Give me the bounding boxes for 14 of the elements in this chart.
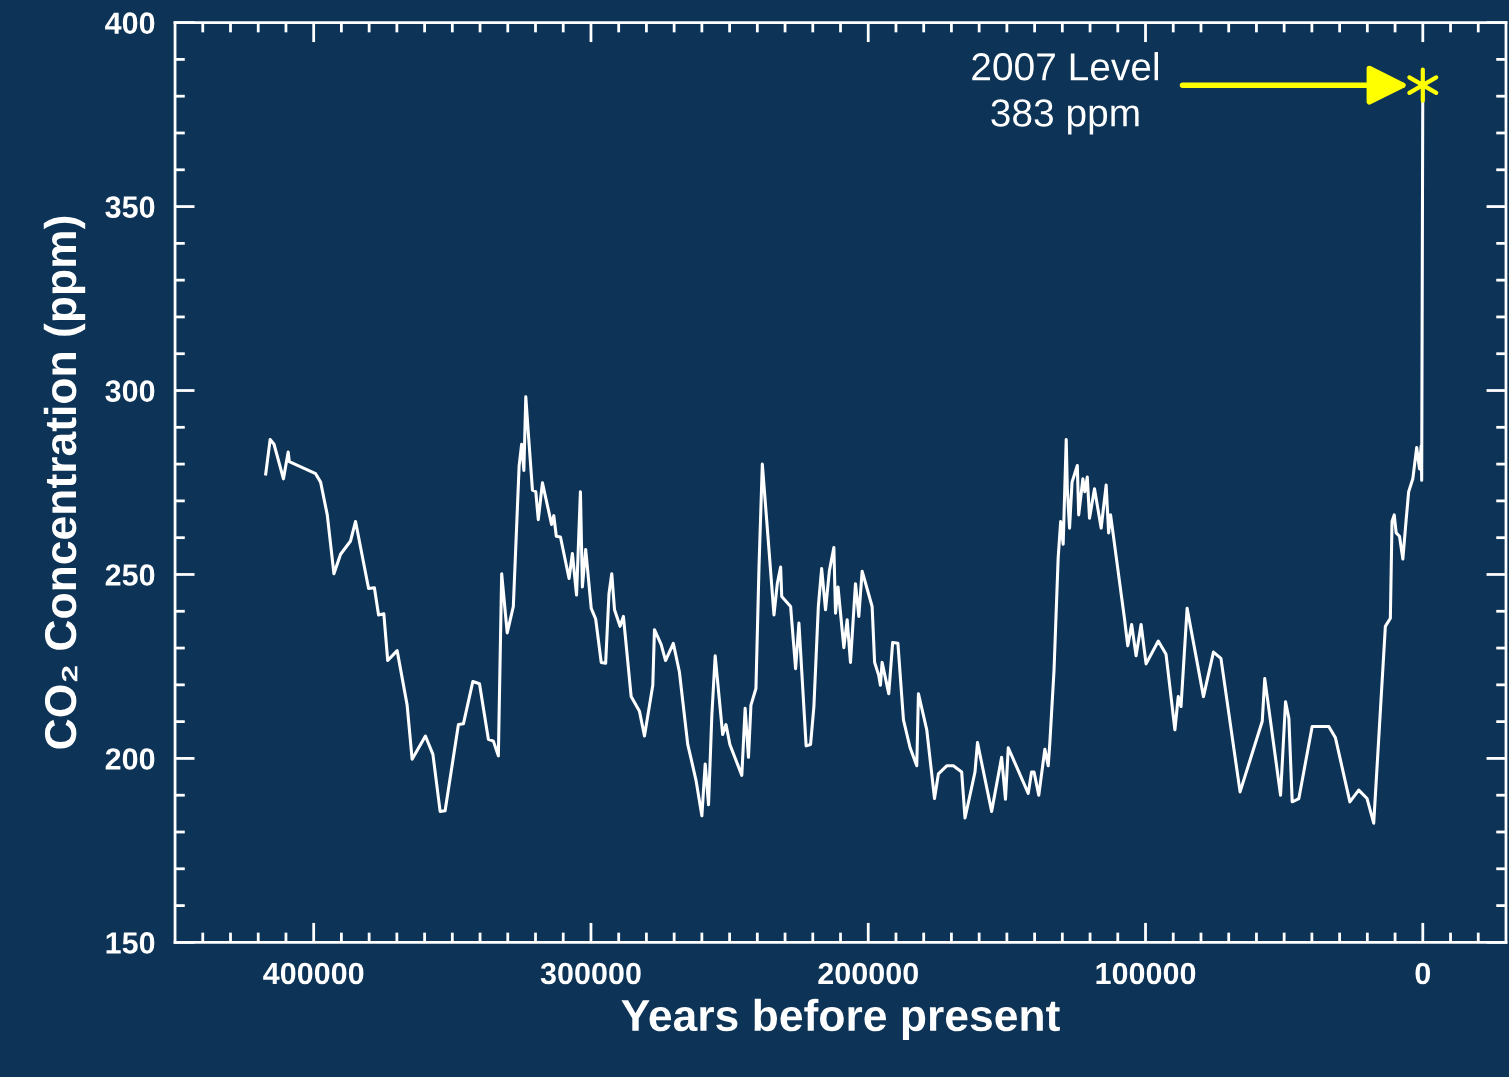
x-tick-label: 200000 — [818, 962, 918, 985]
y-tick-label: 350 — [105, 196, 155, 218]
y-tick-label: 200 — [105, 748, 155, 770]
annotation: 2007 Level 383 ppm — [972, 52, 1158, 135]
x-tick-label: 300000 — [540, 962, 641, 985]
y-tick-label: 400 — [105, 12, 155, 34]
x-tick-label: 400000 — [263, 962, 364, 985]
x-axis-title: Years before present — [621, 998, 1060, 1041]
y-axis-title: CO₂ Concentration (ppm) — [43, 216, 86, 749]
y-tick-label: 300 — [105, 380, 155, 402]
y-tick-label: 250 — [105, 564, 155, 586]
x-tick-label: 100000 — [1096, 962, 1196, 985]
x-tick-label: 0 — [1415, 962, 1431, 985]
y-tick-label: 150 — [106, 932, 155, 954]
